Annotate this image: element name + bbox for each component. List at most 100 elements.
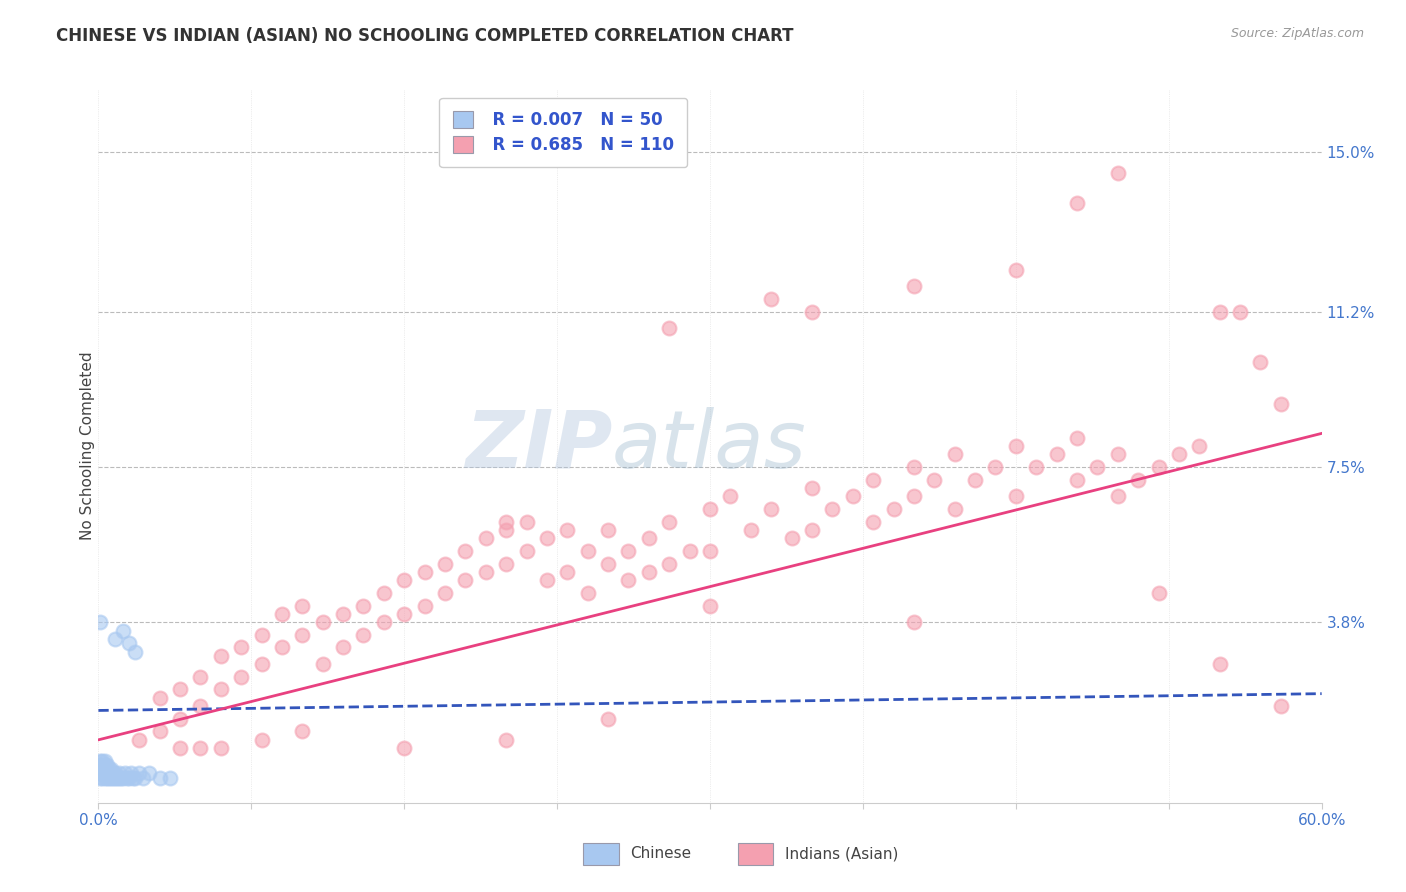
Point [1045, 447, 1069, 461]
Point [1025, 460, 1047, 475]
Point [862, 473, 884, 487]
Point [454, 574, 477, 588]
Point [149, 690, 172, 705]
Point [965, 473, 987, 487]
Point [373, 586, 395, 600]
Text: Indians (Asian): Indians (Asian) [785, 847, 898, 861]
Point [124, 645, 146, 659]
Point [231, 670, 253, 684]
Point [89, 771, 111, 785]
Point [1107, 447, 1129, 461]
Point [883, 502, 905, 516]
Point [138, 766, 160, 780]
Point [576, 586, 599, 600]
Point [1270, 699, 1292, 714]
Point [128, 732, 150, 747]
Point [495, 732, 517, 747]
Text: CHINESE VS INDIAN (ASIAN) NO SCHOOLING COMPLETED CORRELATION CHART: CHINESE VS INDIAN (ASIAN) NO SCHOOLING C… [56, 27, 794, 45]
Point [97, 766, 120, 780]
Point [96, 762, 118, 776]
Point [89, 762, 111, 776]
Point [740, 523, 762, 537]
Point [1066, 473, 1088, 487]
Point [312, 657, 335, 672]
Point [91, 754, 114, 768]
Point [332, 607, 354, 621]
Point [169, 682, 191, 697]
Point [104, 771, 127, 785]
Y-axis label: No Schooling Completed: No Schooling Completed [80, 351, 94, 541]
Point [821, 502, 844, 516]
Point [1107, 489, 1129, 503]
Point [91, 766, 114, 780]
Point [598, 557, 620, 571]
Point [104, 632, 127, 646]
Text: ZIP: ZIP [465, 407, 612, 485]
Point [474, 532, 498, 546]
Point [188, 699, 212, 714]
Point [209, 682, 232, 697]
Point [761, 502, 783, 516]
Point [903, 615, 925, 630]
Point [943, 502, 966, 516]
Point [761, 292, 783, 306]
Point [120, 766, 142, 780]
Point [132, 771, 155, 785]
Point [250, 628, 273, 642]
Point [598, 712, 620, 726]
Point [124, 771, 146, 785]
Point [188, 670, 212, 684]
Point [312, 615, 335, 630]
Point [679, 544, 702, 558]
Point [495, 515, 517, 529]
Point [658, 515, 681, 529]
Point [1004, 262, 1026, 277]
Point [105, 771, 128, 785]
Point [118, 771, 141, 785]
Point [801, 481, 824, 495]
Point [101, 766, 124, 780]
Point [720, 489, 742, 503]
Point [922, 473, 945, 487]
Point [373, 615, 395, 630]
Point [536, 574, 558, 588]
Point [392, 574, 416, 588]
Point [903, 279, 925, 293]
Point [114, 766, 136, 780]
Point [100, 771, 122, 785]
Point [291, 628, 314, 642]
Point [454, 544, 477, 558]
Point [638, 532, 661, 546]
Point [1004, 439, 1026, 453]
Text: Source: ZipAtlas.com: Source: ZipAtlas.com [1230, 27, 1364, 40]
Point [291, 599, 314, 613]
Point [291, 724, 314, 739]
Point [97, 762, 120, 776]
Point [1066, 431, 1088, 445]
Point [617, 544, 640, 558]
Point [1107, 166, 1129, 180]
Point [149, 771, 172, 785]
Point [658, 321, 681, 335]
Point [332, 640, 354, 655]
Point [801, 523, 824, 537]
Point [557, 565, 579, 579]
Point [943, 447, 966, 461]
Point [1147, 460, 1170, 475]
Point [93, 771, 115, 785]
Point [91, 762, 114, 776]
Point [1066, 195, 1088, 210]
Point [270, 640, 294, 655]
Point [104, 766, 127, 780]
Point [128, 766, 150, 780]
Point [108, 771, 131, 785]
Text: Chinese: Chinese [630, 847, 690, 861]
Point [100, 766, 122, 780]
Point [93, 766, 115, 780]
Point [413, 565, 436, 579]
Point [96, 766, 118, 780]
Point [392, 741, 416, 756]
Point [434, 586, 457, 600]
Point [516, 515, 538, 529]
Point [115, 771, 138, 785]
